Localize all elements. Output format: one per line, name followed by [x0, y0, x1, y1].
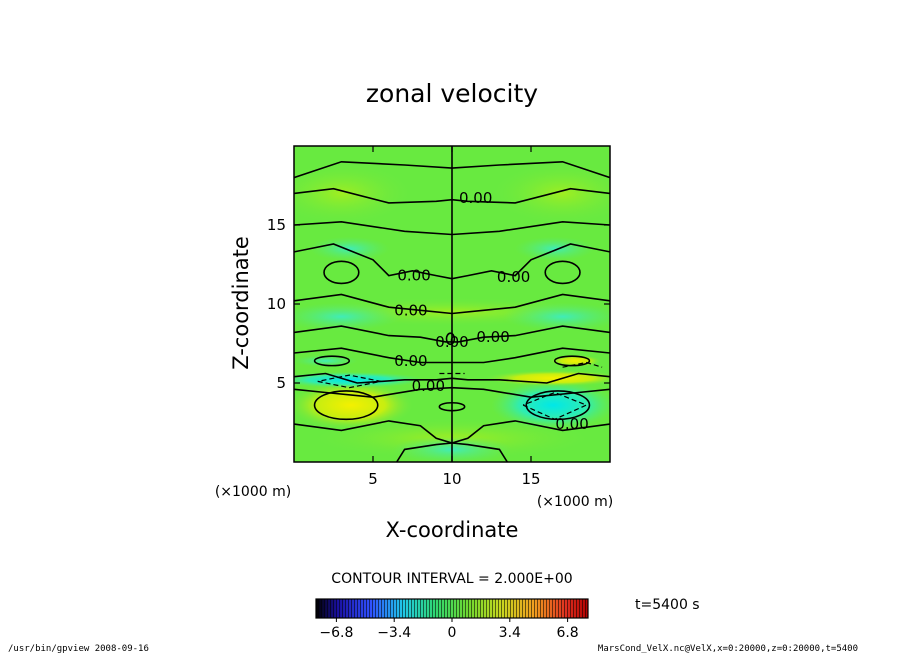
y-axis-label: Z-coordinate	[229, 236, 253, 370]
colorbar-tick-label: 3.4	[499, 625, 521, 641]
field-anomaly	[491, 381, 610, 430]
colorbar-tick-label: −3.4	[377, 625, 411, 641]
field-anomalies	[294, 163, 610, 462]
x-unit-left: (×1000 m)	[215, 484, 291, 500]
y-tick-label: 15	[267, 216, 286, 234]
contour-label: 0.00	[459, 189, 492, 207]
colorbar-tick-label: −6.8	[319, 625, 353, 641]
field-anomaly	[294, 163, 412, 224]
contour-loop	[445, 332, 456, 346]
contour-lines	[294, 146, 610, 462]
field-anomaly	[514, 236, 595, 261]
x-tick-label: 10	[442, 470, 461, 488]
contour-loop	[323, 260, 360, 285]
contour-line-negative	[317, 374, 382, 389]
contour-loop	[313, 355, 351, 367]
contour-interval-label: CONTOUR INTERVAL = 2.000E+00	[331, 571, 572, 587]
contour-label: 0.00	[412, 377, 445, 395]
y-tick-label: 5	[276, 374, 286, 392]
axis-ticks: 5 10 15 5 10 15	[267, 146, 610, 488]
x-tick-label: 15	[521, 470, 540, 488]
contour-label: 0.00	[476, 328, 509, 346]
colorbar: −6.8 −3.4 0 3.4 6.8	[315, 598, 589, 641]
contour-line-negative	[522, 391, 588, 420]
field-anomaly	[294, 371, 425, 388]
contour-label: 0.00	[394, 301, 427, 319]
field-anomaly	[549, 354, 602, 367]
x-tick-label: 5	[368, 470, 378, 488]
field-anomaly	[309, 236, 390, 261]
footer-left: /usr/bin/gpview 2008-09-16	[8, 644, 149, 654]
contour-loop	[544, 260, 581, 285]
contour-loop	[438, 401, 466, 412]
colorbar-tick-label: 0	[448, 625, 457, 641]
x-unit-right: (×1000 m)	[537, 494, 613, 510]
contour-label: 0.00	[397, 267, 430, 285]
field-anomaly	[484, 370, 610, 387]
field-anomaly	[294, 354, 358, 367]
field-anomaly	[492, 163, 610, 224]
field-anomaly	[294, 302, 402, 331]
x-axis-label: X-coordinate	[386, 518, 519, 542]
contour-labels: 0.00 0.00 0.00 0.00 0.00 0.00 0.00 0.00 0.00	[394, 189, 589, 433]
contour-loop	[525, 390, 591, 421]
contour-label: 0.00	[394, 352, 427, 370]
contour-line-negative	[562, 361, 603, 368]
y-tick-label: 10	[267, 295, 286, 313]
contour-label: 0.00	[555, 415, 588, 433]
colorbar-tick-label: 6.8	[556, 625, 578, 641]
colorbar-stripes	[316, 599, 588, 618]
footer-right: MarsCond_VelX.nc@VelX,x=0:20000,z=0:2000…	[598, 644, 858, 654]
contour-label: 0.00	[497, 268, 530, 286]
field-anomaly	[502, 302, 610, 331]
contour-loop	[313, 390, 379, 421]
time-label: t=5400 s	[635, 597, 700, 613]
plot-area: 0.00 0.00 0.00 0.00 0.00 0.00 0.00 0.00 0.00 5 10…	[267, 145, 611, 488]
contour-label: 0.00	[435, 333, 468, 351]
colorbar-ticks: −6.8 −3.4 0 3.4 6.8	[319, 618, 579, 641]
field-anomaly	[294, 381, 413, 430]
chart-title: zonal velocity	[366, 79, 538, 108]
